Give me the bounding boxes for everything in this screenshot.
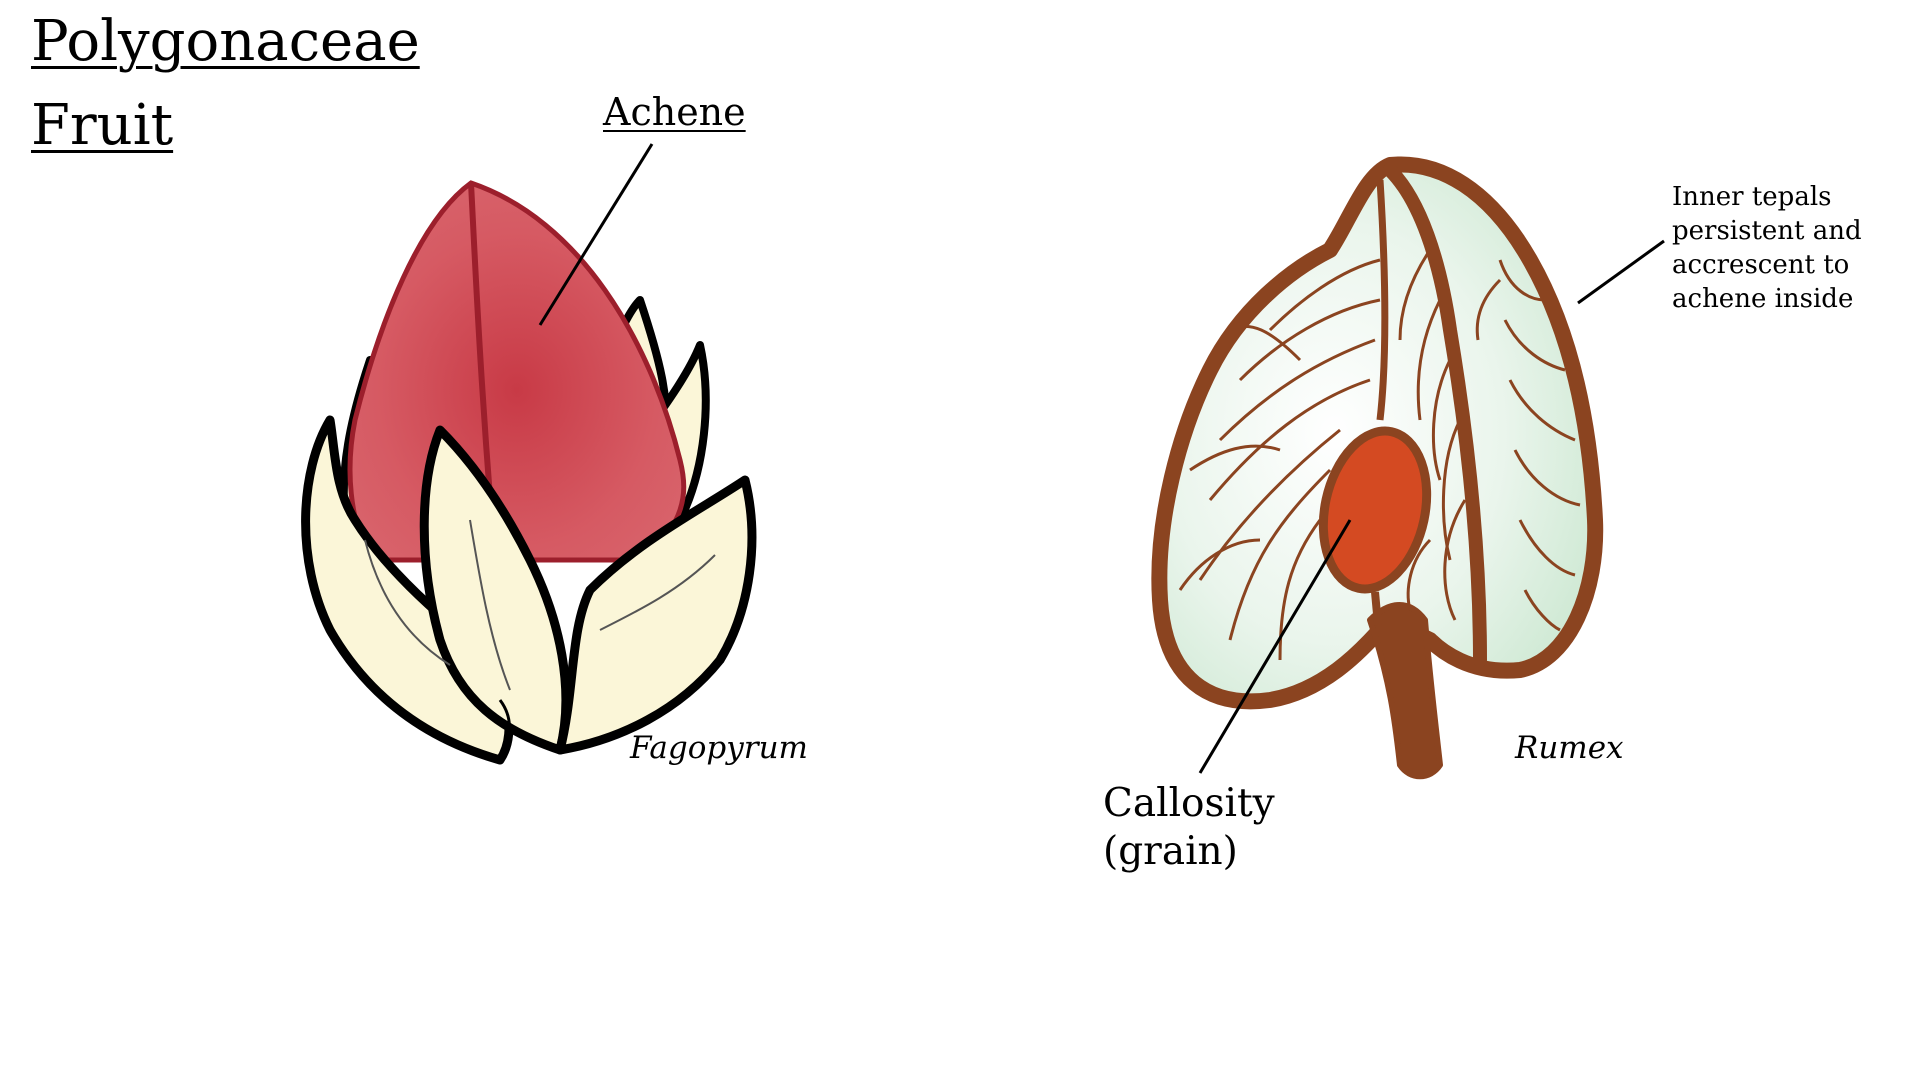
fagopyrum-label: Fagopyrum: [630, 730, 808, 766]
achene-label: Achene: [603, 90, 746, 134]
callosity-label-line-2: (grain): [1103, 829, 1238, 874]
callosity-label: Callosity (grain): [1103, 780, 1275, 876]
fagopyrum-fruit: [301, 180, 757, 765]
tepals-label: Inner tepals persistent and accrescent t…: [1672, 180, 1862, 316]
rumex-tepal-divider: [1383, 163, 1487, 667]
tepals-label-line-2: persistent and: [1672, 216, 1862, 246]
tepals-label-line-1: Inner tepals: [1672, 182, 1832, 212]
rumex-label: Rumex: [1515, 730, 1624, 766]
achene-pointer-line: [538, 143, 654, 326]
rumex-stalk: [1367, 602, 1443, 780]
rumex-fruit: [1151, 156, 1604, 780]
rumex-midrib-left: [1376, 179, 1389, 421]
page-title-line-1: Polygonaceae: [31, 9, 420, 74]
tepals-label-line-3: accrescent to: [1672, 250, 1850, 280]
tepals-pointer-line: [1577, 239, 1665, 305]
callosity-pointer-line: [1198, 519, 1352, 774]
page-title-line-2: Fruit: [31, 93, 174, 158]
callosity-label-line-1: Callosity: [1103, 781, 1275, 826]
tepals-label-line-4: achene inside: [1672, 284, 1854, 314]
rumex-callosity: [1318, 426, 1432, 594]
fagopyrum-achene: [347, 180, 687, 563]
fagopyrum-tepal-right: [555, 475, 757, 755]
